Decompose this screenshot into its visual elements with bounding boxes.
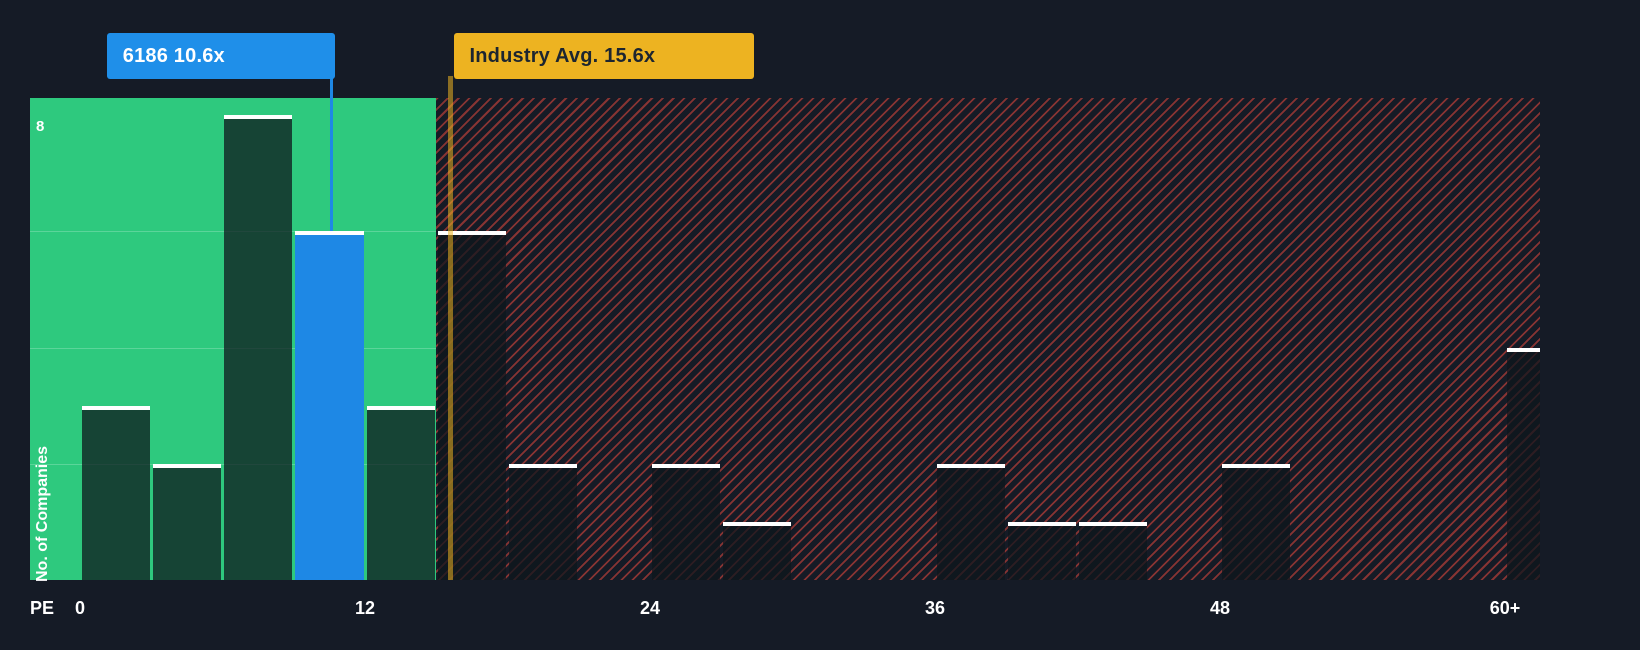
x-tick-24: 24: [639, 598, 661, 618]
histogram-bar[interactable]: [81, 405, 150, 580]
industry-avg-callout: Industry Avg. 15.6x: [453, 33, 754, 79]
y-axis-title: No. of Companies: [34, 445, 51, 582]
plot-area: [30, 98, 1540, 580]
histogram-bar[interactable]: [1079, 521, 1148, 580]
y-axis-tick: 8: [36, 118, 45, 135]
x-tick-48: 48: [1209, 598, 1231, 618]
x-tick-36: 36: [924, 598, 946, 618]
x-tick-12: 12: [354, 598, 376, 618]
histogram-bar[interactable]: [722, 521, 791, 580]
histogram-bar[interactable]: [1506, 347, 1540, 580]
x-ticks-layer: 0 12 24 36 48 60+: [0, 598, 1640, 628]
histogram-bar[interactable]: [152, 463, 221, 580]
histogram-bar[interactable]: [224, 115, 293, 580]
bars-layer: [30, 98, 1540, 580]
x-tick-60+: 60+: [1489, 598, 1521, 618]
x-axis-title: PE: [30, 598, 55, 618]
histogram-bar[interactable]: [651, 463, 720, 580]
company-callout: 6186 10.6x: [106, 33, 335, 79]
industry-avg-callout-label: Industry Avg. 15.6x: [469, 44, 656, 67]
histogram-bar[interactable]: [509, 463, 578, 580]
company-marker-line: [330, 76, 334, 232]
histogram-bar[interactable]: [936, 463, 1005, 580]
histogram-bar[interactable]: [1221, 463, 1290, 580]
histogram-bar[interactable]: [366, 405, 435, 580]
industry-avg-line: [448, 76, 453, 580]
company-callout-label: 6186 10.6x: [122, 44, 225, 67]
histogram-bar[interactable]: [1007, 521, 1076, 580]
company-highlight-bar[interactable]: [295, 231, 364, 580]
x-tick-0: 0: [74, 598, 86, 618]
